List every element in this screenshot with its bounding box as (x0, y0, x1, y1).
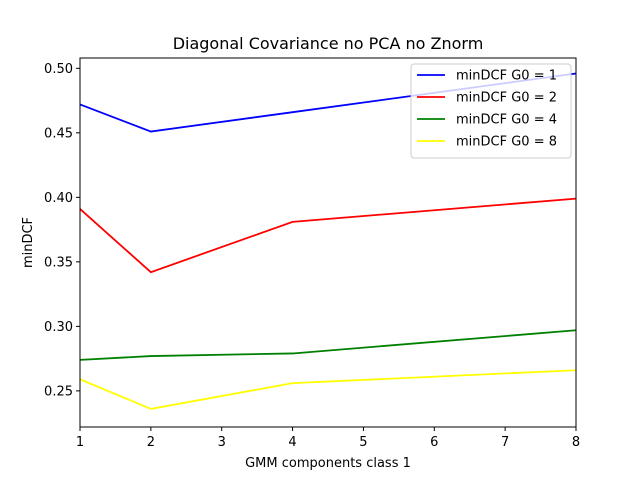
legend-label-3: minDCF G0 = 4 (456, 113, 557, 128)
legend-label-4: minDCF G0 = 8 (456, 135, 557, 150)
legend-label-1: minDCF G0 = 1 (456, 69, 557, 84)
y-tick-label: 0.50 (44, 62, 73, 77)
x-axis-label: GMM components class 1 (245, 456, 411, 471)
x-tick-label: 5 (359, 435, 367, 450)
x-tick-label: 1 (76, 435, 84, 450)
series-line-3 (79, 329, 577, 361)
y-tick-label: 0.35 (44, 255, 73, 270)
series-line-4 (79, 369, 577, 410)
legend: minDCF G0 = 1 minDCF G0 = 2 minDCF G0 = 4 m… (410, 63, 572, 159)
plot-frame (79, 57, 577, 428)
y-axis-ticks: 0.25 0.30 0.35 0.40 0.45 0.50 (44, 62, 80, 399)
y-tick-label: 0.40 (44, 191, 73, 206)
x-tick-label: 3 (218, 435, 226, 450)
x-tick-label: 2 (147, 435, 155, 450)
x-tick-label: 7 (501, 435, 509, 450)
chart-title: Diagonal Covariance no PCA no Znorm (173, 34, 484, 53)
x-tick-label: 4 (288, 435, 296, 450)
y-tick-label: 0.25 (44, 384, 73, 399)
x-axis-ticks: 1 2 3 4 5 6 7 8 (76, 427, 580, 450)
y-tick-label: 0.45 (44, 126, 73, 141)
series-line-2 (79, 197, 577, 274)
y-tick-label: 0.30 (44, 320, 73, 335)
legend-box (410, 63, 572, 159)
legend-label-2: minDCF G0 = 2 (456, 91, 557, 106)
y-axis-label: minDCF (21, 217, 36, 268)
x-tick-label: 8 (572, 435, 580, 450)
x-tick-label: 6 (430, 435, 438, 450)
